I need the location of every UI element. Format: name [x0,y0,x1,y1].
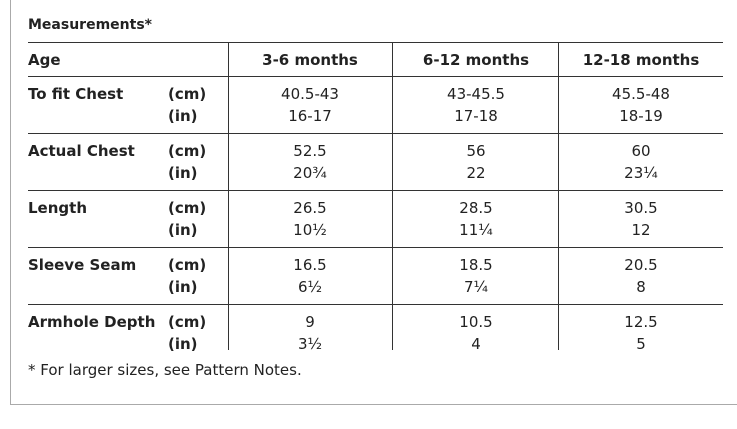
title: Measurements* [28,17,152,33]
rule [28,304,723,305]
cell: 56 [466,142,486,160]
cell: 60 [631,142,651,160]
rule [28,76,723,77]
header-cell: 3-6 months [262,51,358,69]
column-rule [392,42,393,350]
cell: 16.5 [293,256,327,274]
column-rule [558,42,559,350]
cell: 4 [471,335,481,353]
rule [28,247,723,248]
cell: 5 [636,335,646,353]
unit: (in) [168,107,198,125]
cell: 10½ [293,221,327,239]
unit: (cm) [168,85,207,103]
cell: 12 [631,221,651,239]
cell: 45.5-48 [612,85,670,103]
row-label: Armhole Depth [28,313,156,331]
cell: 18.5 [459,256,493,274]
cell: 12.5 [624,313,658,331]
frame [10,0,737,405]
rule [28,42,723,43]
cell: 11¼ [459,221,493,239]
cell: 26.5 [293,199,327,217]
cell: 22 [466,164,486,182]
cell: 30.5 [624,199,658,217]
header-cell: 6-12 months [422,51,530,69]
cell: 18-19 [619,107,663,125]
cell: 28.5 [459,199,493,217]
row-label: Length [28,199,87,217]
column-rule [228,42,229,350]
cell: 10.5 [459,313,493,331]
cell: 17-18 [454,107,498,125]
rule [28,190,723,191]
cell: 20¾ [293,164,327,182]
cell: 8 [636,278,646,296]
unit: (in) [168,278,198,296]
cell: 9 [305,313,315,331]
unit: (in) [168,221,198,239]
row-label: To fit Chest [28,85,124,103]
header-cell: 12-18 months [582,51,700,69]
unit: (in) [168,164,198,182]
cell: 7¼ [463,278,489,296]
cell: 6½ [297,278,323,296]
cell: 16-17 [288,107,332,125]
unit: (cm) [168,142,207,160]
cell: 43-45.5 [447,85,505,103]
cell: 52.5 [293,142,327,160]
cell: 23¼ [624,164,658,182]
unit: (cm) [168,199,207,217]
cell: 40.5-43 [281,85,339,103]
unit: (in) [168,335,198,353]
row-label: Sleeve Seam [28,256,137,274]
unit: (cm) [168,313,207,331]
unit: (cm) [168,256,207,274]
header-cell: Age [28,51,61,69]
row-label: Actual Chest [28,142,135,160]
rule [28,133,723,134]
cell: 3½ [297,335,323,353]
cell: 20.5 [624,256,658,274]
footnote: * For larger sizes, see Pattern Notes. [28,361,302,379]
